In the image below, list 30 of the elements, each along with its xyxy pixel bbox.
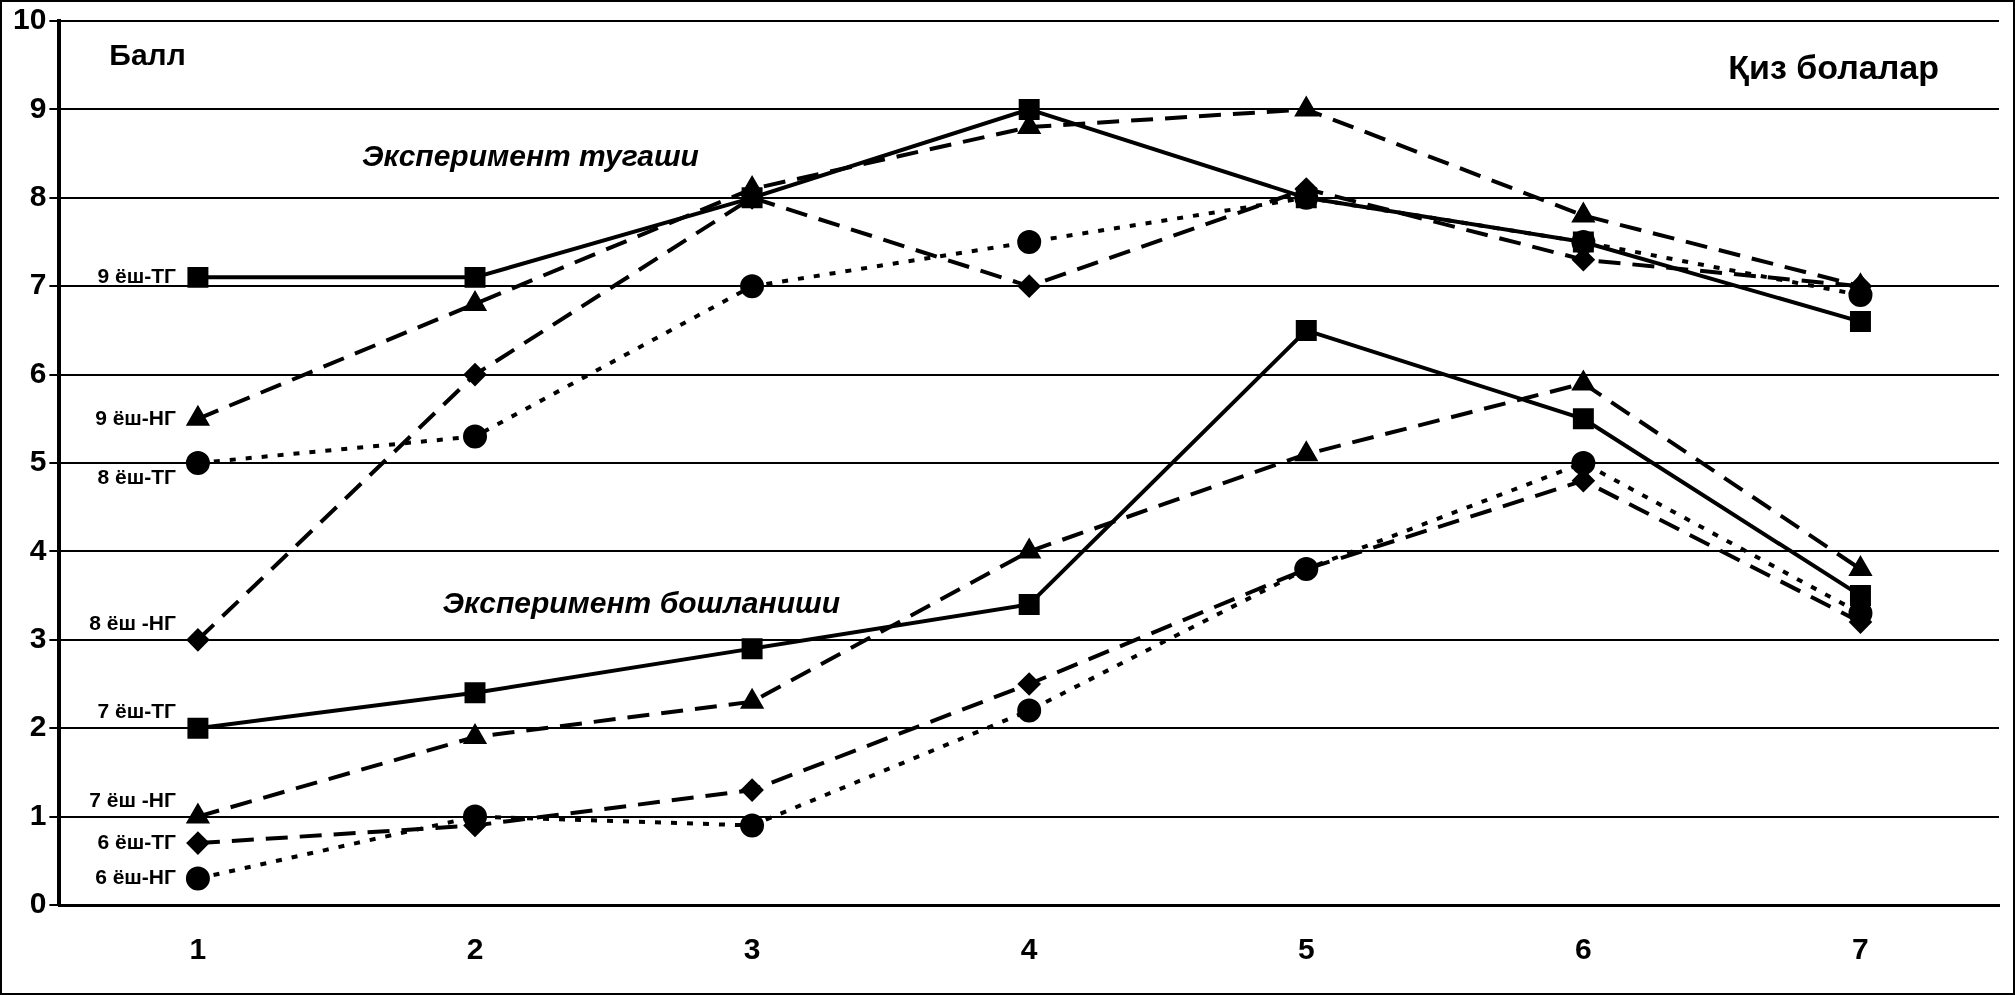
x-tick-label: 1	[189, 932, 207, 966]
y-tick-label: 2	[29, 709, 47, 743]
y-tick-label: 7	[29, 267, 47, 301]
series-label: 8 ёш-ТГ	[97, 465, 177, 489]
series-label: 9 ёш-ТГ	[97, 264, 177, 288]
x-tick-label: 6	[1575, 932, 1592, 966]
annotation: Эксперимент тугаши	[361, 139, 699, 173]
series-label: 6 ёш-НГ	[95, 865, 176, 889]
y-tick-label: 9	[29, 90, 47, 124]
y-tick-label: 6	[29, 355, 47, 389]
x-tick-label: 2	[466, 932, 484, 966]
y-tick-label: 10	[12, 2, 47, 36]
text: Қиз болалар	[1728, 48, 1939, 86]
y-axis-title: Балл	[109, 37, 186, 71]
y-tick-label: 1	[29, 797, 47, 831]
x-tick-label: 5	[1297, 932, 1315, 966]
x-tick-label: 7	[1852, 932, 1869, 966]
series-label: 7 ёш -НГ	[89, 787, 176, 811]
series-label: 6 ёш-ТГ	[97, 829, 177, 853]
series-label: 7 ёш-ТГ	[97, 699, 177, 723]
annotation: Эксперимент бошланиши	[442, 585, 841, 619]
y-tick-label: 4	[29, 532, 47, 566]
y-tick-label: 5	[29, 444, 47, 478]
series-label: 9 ёш-НГ	[95, 405, 176, 429]
series-label: 8 ёш -НГ	[89, 611, 176, 635]
x-tick-label: 4	[1020, 932, 1038, 966]
y-tick-label: 3	[29, 621, 47, 655]
y-tick-label: 8	[29, 179, 47, 213]
y-tick-label: 0	[29, 886, 47, 920]
x-tick-label: 3	[743, 932, 761, 966]
